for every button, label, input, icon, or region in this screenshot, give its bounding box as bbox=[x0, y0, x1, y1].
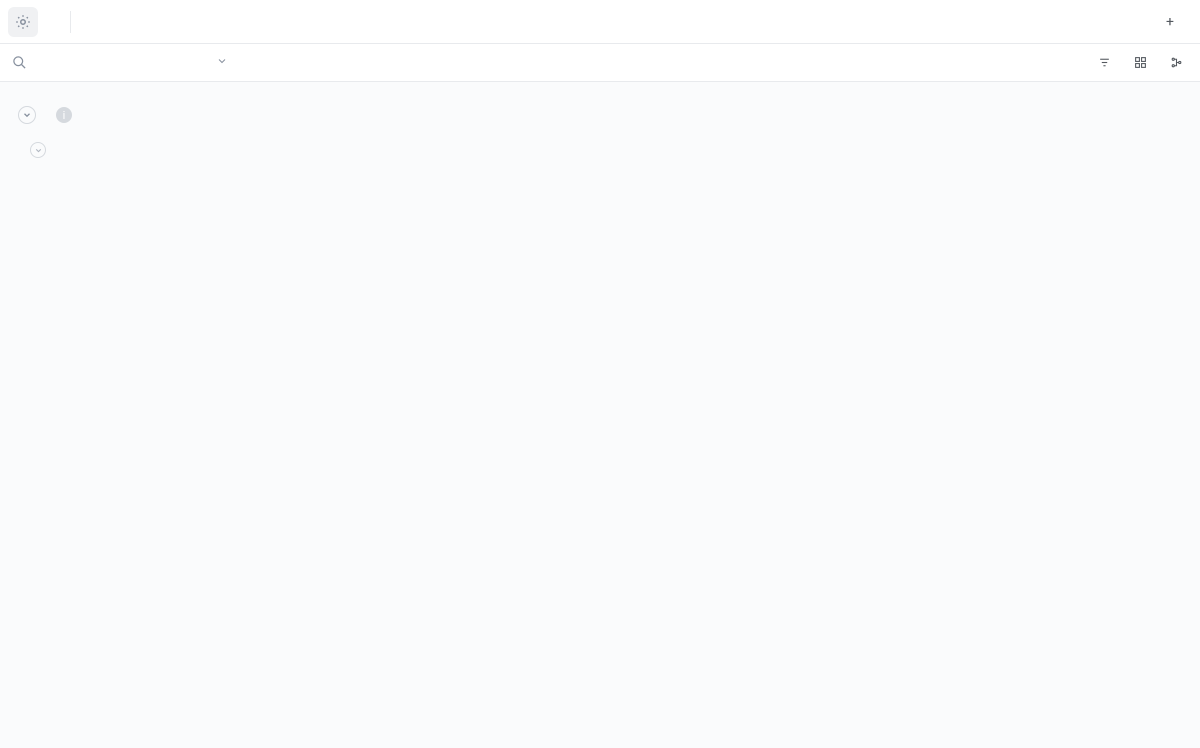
group-icon bbox=[1134, 56, 1147, 69]
info-icon[interactable]: i bbox=[56, 107, 72, 123]
toolbar-right bbox=[1098, 56, 1188, 69]
app-icon bbox=[8, 7, 38, 37]
add-view-button[interactable]: + bbox=[1154, 14, 1192, 30]
toolbar bbox=[0, 44, 1200, 82]
subtasks-icon bbox=[1170, 56, 1183, 69]
chevron-down-icon[interactable] bbox=[216, 55, 228, 71]
divider bbox=[70, 11, 71, 33]
plus-icon: + bbox=[1166, 14, 1174, 30]
search-input[interactable] bbox=[35, 55, 175, 71]
expand-all-icon[interactable] bbox=[30, 142, 46, 158]
th-tasks bbox=[0, 142, 418, 158]
table-header bbox=[0, 134, 1200, 164]
groupby-button[interactable] bbox=[1134, 56, 1152, 69]
filter-icon bbox=[1098, 56, 1111, 69]
search-icon bbox=[12, 55, 27, 70]
section-header: i bbox=[0, 82, 1200, 134]
search-box[interactable] bbox=[12, 55, 232, 71]
subtasks-button[interactable] bbox=[1170, 56, 1188, 69]
filter-button[interactable] bbox=[1098, 56, 1116, 69]
collapse-toggle[interactable] bbox=[18, 106, 36, 124]
topbar: + bbox=[0, 0, 1200, 44]
